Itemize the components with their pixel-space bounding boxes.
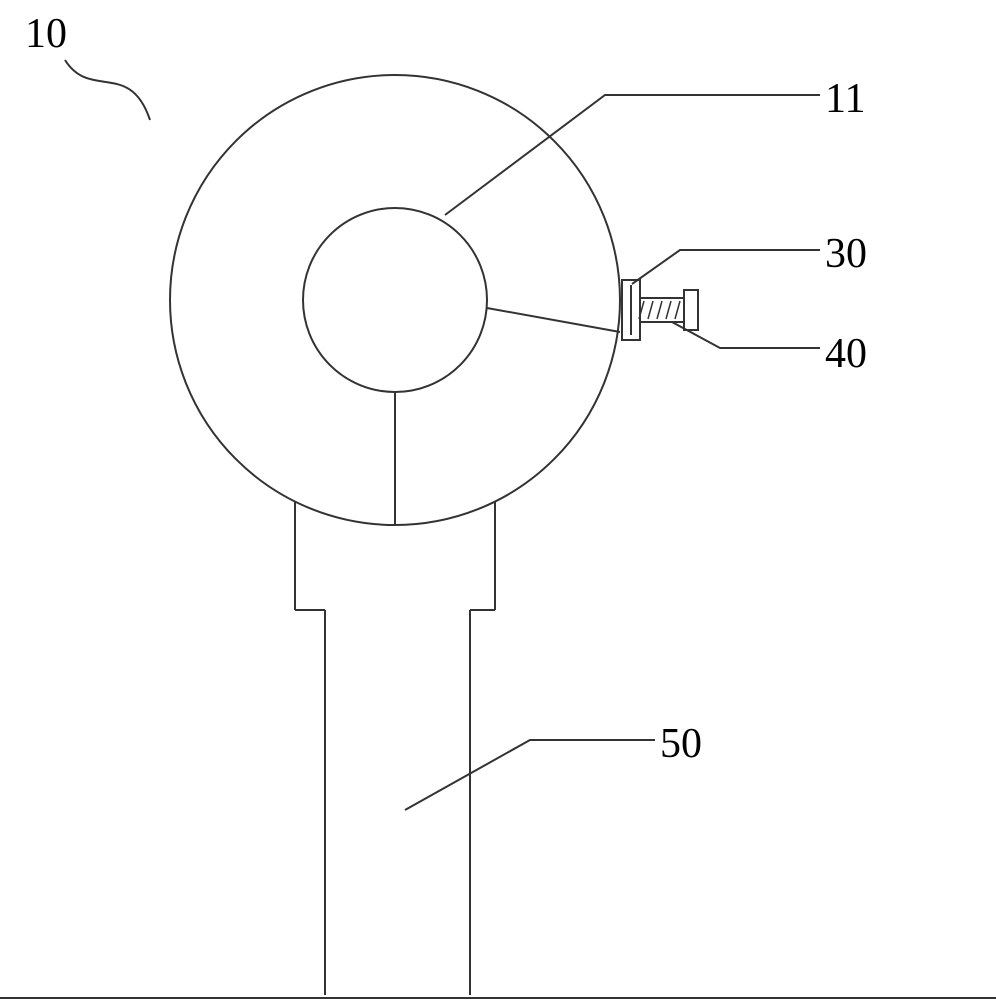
screw-thread xyxy=(675,301,680,319)
leader-50 xyxy=(405,740,655,810)
bore-leader xyxy=(487,308,620,332)
leader-40 xyxy=(672,322,820,348)
inner-bore xyxy=(303,208,487,392)
leader-10 xyxy=(65,60,150,120)
screw-thread xyxy=(657,301,662,319)
screw-head xyxy=(684,290,698,330)
screw-thread xyxy=(648,301,653,319)
leader-11 xyxy=(445,95,820,215)
screw-thread xyxy=(666,301,671,319)
label-11: 11 xyxy=(825,75,865,123)
label-50: 50 xyxy=(660,720,702,768)
label-40: 40 xyxy=(825,330,867,378)
label-30: 30 xyxy=(825,230,867,278)
label-10: 10 xyxy=(25,10,67,58)
leader-30 xyxy=(632,250,820,284)
